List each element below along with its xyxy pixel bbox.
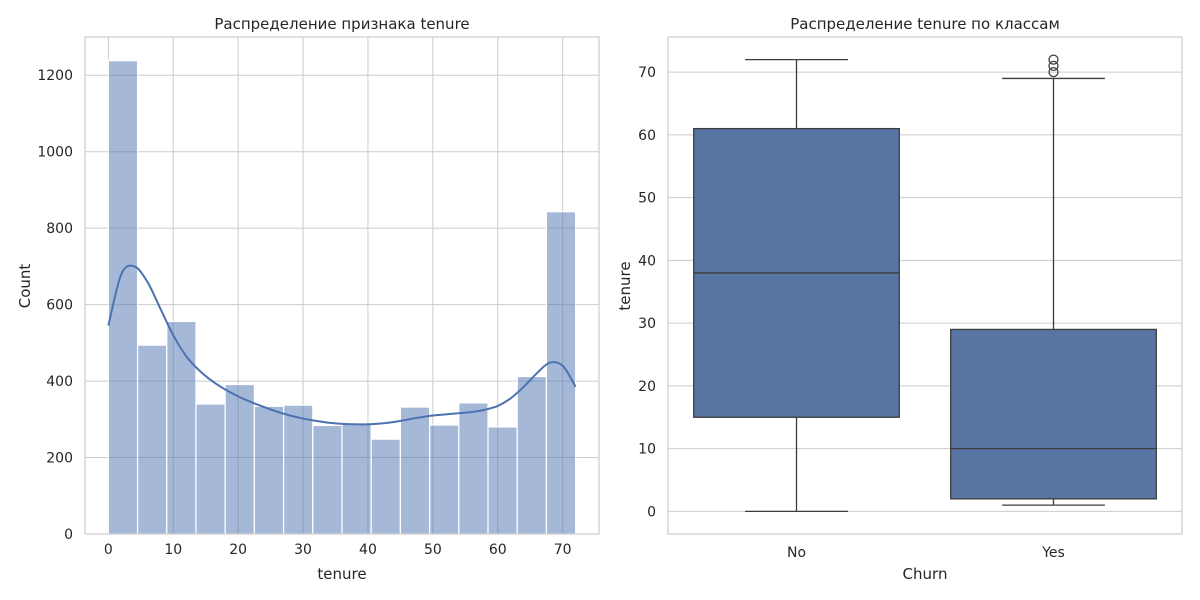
histogram-panel: Распределение признака tenure 0 10 20 30 40 5… — [16, 15, 600, 583]
histogram-y-ticks: 0 200 400 600 800 1000 1200 — [37, 68, 73, 543]
histogram-bar-15 — [545, 211, 577, 535]
histogram-ytick-6: 1200 — [37, 68, 73, 84]
histogram-bar-6 — [282, 404, 314, 535]
box-Yes-flier-0 — [1048, 66, 1059, 78]
histogram-bar-9 — [370, 438, 402, 535]
histogram-bars — [107, 60, 577, 535]
boxplot-ytick-6: 60 — [638, 128, 656, 144]
histogram-bar-3 — [195, 403, 226, 535]
box-Yes-iqr — [950, 328, 1157, 500]
histogram-bar-8 — [341, 422, 372, 535]
histogram-xtick-7: 70 — [554, 542, 572, 558]
histogram-xlabel: tenure — [317, 565, 366, 583]
histogram-frame — [84, 36, 600, 535]
boxplot-ylabel: tenure — [616, 261, 634, 310]
histogram-xtick-3: 30 — [294, 542, 312, 558]
histogram-bar-2 — [166, 320, 197, 535]
histogram-bar-13 — [487, 426, 518, 535]
boxplot-xlabel: Churn — [903, 565, 948, 583]
boxplot-ytick-3: 30 — [638, 316, 656, 332]
histogram-ylabel: Count — [16, 264, 34, 309]
histogram-ytick-3: 600 — [46, 298, 73, 314]
boxplot-boxes — [693, 54, 1157, 513]
histogram-bar-12 — [458, 402, 489, 535]
boxplot-x-ticks: No Yes — [787, 545, 1065, 561]
histogram-bar-1 — [136, 344, 168, 535]
histogram-xtick-4: 40 — [359, 542, 377, 558]
boxplot-xtick-0: No — [787, 545, 806, 561]
histogram-xtick-0: 0 — [104, 542, 113, 558]
histogram-bar-10 — [399, 406, 431, 535]
box-Yes-flier-2 — [1048, 54, 1059, 65]
boxplot-ytick-1: 10 — [638, 442, 656, 458]
histogram-ytick-1: 200 — [46, 451, 73, 467]
boxplot-ytick-5: 50 — [638, 191, 656, 207]
histogram-ytick-4: 800 — [46, 221, 73, 237]
boxplot-y-ticks: 0 10 20 30 40 50 60 70 — [638, 65, 656, 520]
histogram-bar-7 — [312, 424, 343, 535]
histogram-x-ticks: 0 10 20 30 40 50 60 70 — [104, 542, 572, 558]
histogram-ytick-0: 0 — [64, 527, 73, 543]
boxplot-frame — [667, 36, 1183, 535]
histogram-bar-14 — [516, 375, 548, 535]
histogram-bar-0 — [107, 60, 139, 535]
boxplot-panel: Распределение tenure по классам No Yes 0 1… — [616, 15, 1183, 583]
histogram-bar-5 — [253, 405, 285, 535]
boxplot-ytick-4: 40 — [638, 253, 656, 269]
box-Yes-flier-1 — [1048, 60, 1059, 72]
histogram-bar-11 — [429, 424, 460, 535]
histogram-ytick-5: 1000 — [37, 145, 73, 161]
boxplot-ytick-2: 20 — [638, 379, 656, 395]
histogram-xtick-2: 20 — [229, 542, 247, 558]
histogram-kde-line — [107, 264, 577, 426]
boxplot-ytick-0: 0 — [647, 504, 656, 520]
histogram-xtick-6: 60 — [489, 542, 507, 558]
histogram-xtick-5: 50 — [424, 542, 442, 558]
boxplot-title: Распределение tenure по классам — [790, 15, 1060, 33]
histogram-bar-4 — [224, 383, 255, 535]
histogram-title: Распределение признака tenure — [214, 15, 469, 33]
histogram-xtick-1: 10 — [164, 542, 182, 558]
histogram-ytick-2: 400 — [46, 374, 73, 390]
boxplot-xtick-1: Yes — [1041, 545, 1065, 561]
boxplot-ytick-7: 70 — [638, 65, 656, 81]
histogram-kde — [107, 264, 577, 426]
